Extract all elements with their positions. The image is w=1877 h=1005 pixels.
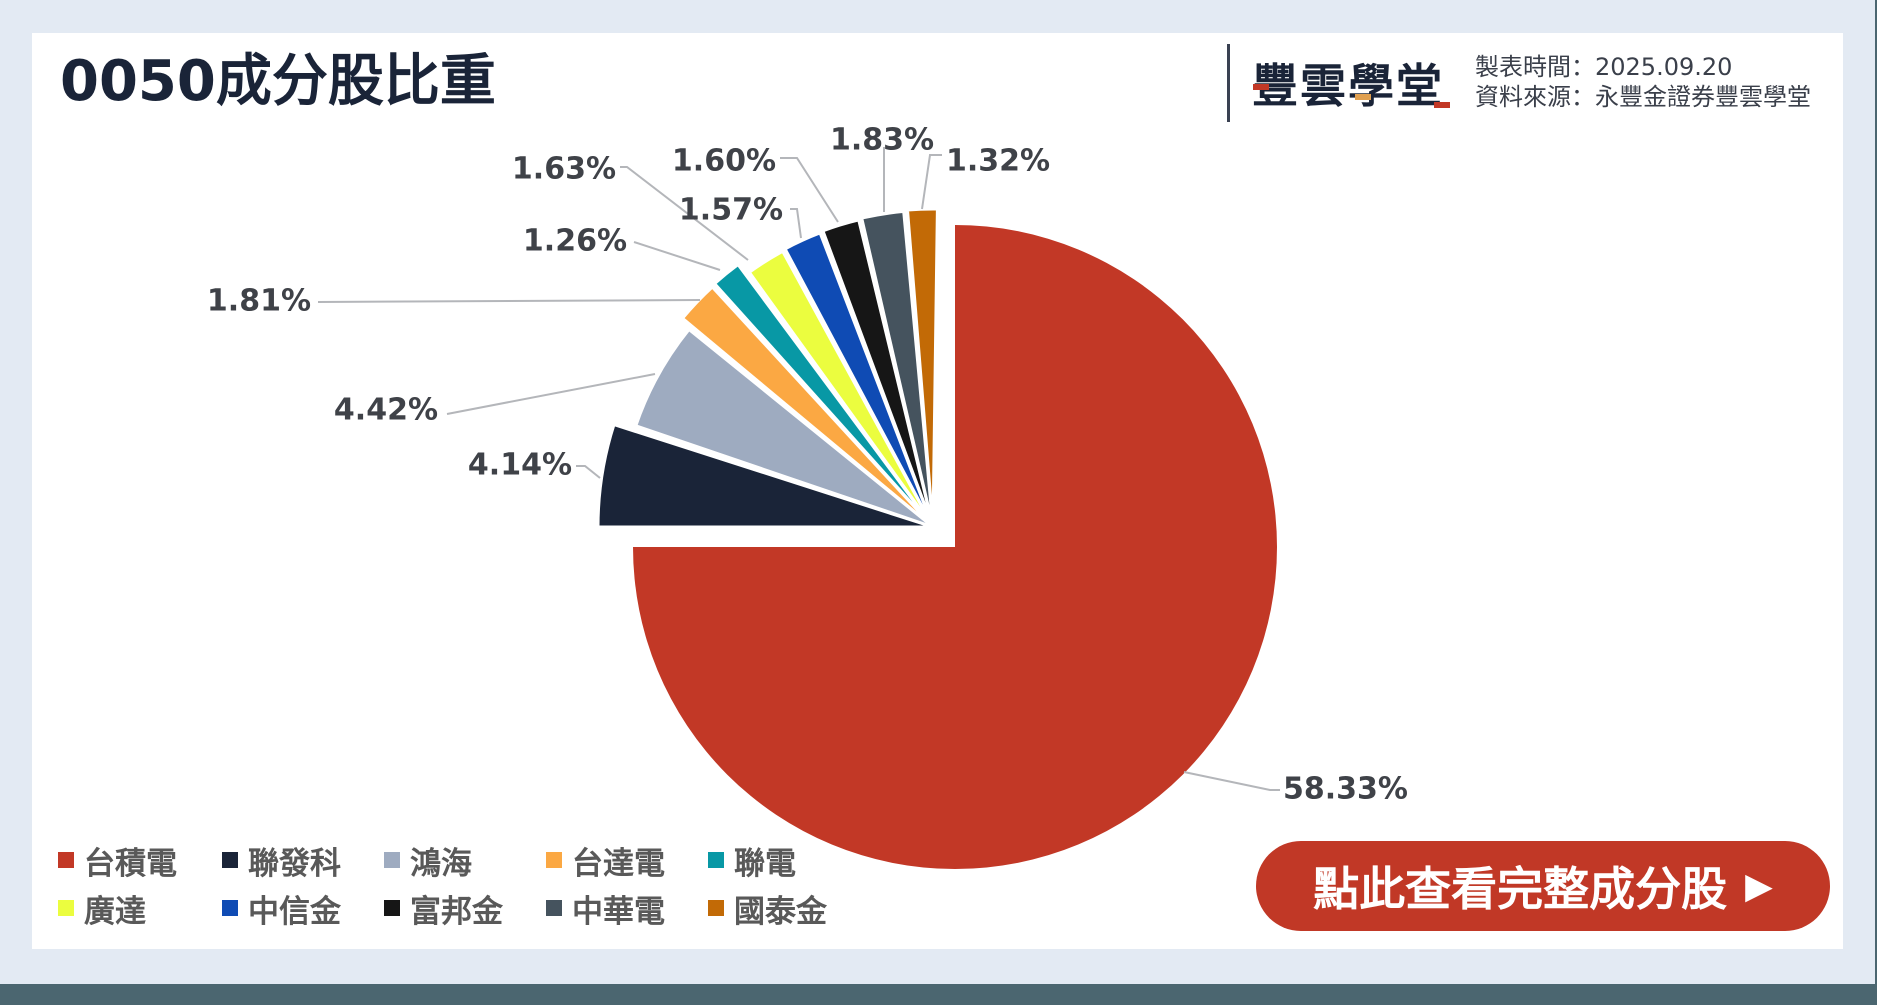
pie-slice (681, 285, 935, 529)
legend-item: 富邦金 (384, 886, 532, 931)
legend-swatch (222, 852, 238, 868)
cta-label: 點此查看完整成分股 (1313, 862, 1728, 916)
logo-accent-red-1 (1253, 84, 1269, 90)
brand-logo: 豐雲學堂 (1252, 59, 1444, 113)
legend-swatch (546, 852, 562, 868)
legend-row: 台積電 聯發科 鴻海 台達電 聯電 (58, 836, 852, 884)
legend-swatch (222, 900, 238, 916)
pie-slice (713, 263, 935, 529)
legend-swatch (384, 852, 400, 868)
window-bottom-bar (0, 984, 1877, 1005)
data-label: 1.57% (679, 193, 783, 228)
legend-item: 中信金 (222, 886, 370, 931)
legend-swatch (708, 900, 724, 916)
source-value: 永豐金證券豐雲學堂 (1595, 83, 1811, 111)
data-label: 1.32% (946, 144, 1050, 179)
leader-line (620, 166, 749, 261)
leader-line (1183, 771, 1280, 791)
legend-label: 台達電 (572, 845, 665, 882)
data-label: 1.83% (830, 123, 934, 158)
leader-line (780, 157, 839, 223)
legend-swatch (58, 852, 74, 868)
legend-label: 聯發科 (248, 845, 341, 882)
header-divider (1227, 44, 1230, 122)
data-label: 4.42% (334, 393, 438, 428)
legend-item: 聯發科 (222, 838, 370, 883)
view-full-holdings-button[interactable]: 點此查看完整成分股 ▶ (1256, 841, 1830, 931)
legend-swatch (384, 900, 400, 916)
source-line: 資料來源：永豐金證券豐雲學堂 (1475, 82, 1811, 112)
legend-label: 中信金 (248, 893, 341, 930)
pie-slice (747, 249, 935, 529)
legend-item: 聯電 (708, 838, 838, 883)
data-label: 58.33% (1283, 772, 1408, 807)
legend-row: 廣達 中信金 富邦金 中華電 國泰金 (58, 884, 852, 932)
legend-item: 中華電 (546, 886, 694, 931)
pie-slice (860, 209, 935, 529)
date-line: 製表時間：2025.09.20 (1475, 52, 1811, 82)
leader-line (921, 154, 942, 210)
play-arrow-icon: ▶ (1745, 865, 1773, 907)
date-label: 製表時間： (1475, 53, 1595, 81)
legend-item: 國泰金 (708, 886, 838, 931)
legend-item: 台達電 (546, 838, 694, 883)
legend-item: 鴻海 (384, 838, 532, 883)
legend-swatch (58, 900, 74, 916)
legend-label: 中華電 (572, 893, 665, 930)
legend-label: 鴻海 (410, 845, 472, 882)
legend-label: 台積電 (84, 845, 177, 882)
data-label: 1.60% (672, 144, 776, 179)
chart-title: 0050成分股比重 (60, 49, 496, 114)
legend-swatch (708, 852, 724, 868)
window-right-border (1875, 0, 1877, 984)
date-value: 2025.09.20 (1595, 53, 1733, 81)
data-label: 1.63% (512, 152, 616, 187)
leader-line (446, 373, 656, 415)
legend-label: 聯電 (734, 845, 796, 882)
pie-slice (906, 207, 939, 529)
pie-slice (633, 225, 1277, 869)
legend-label: 廣達 (84, 893, 146, 930)
leader-line (790, 208, 802, 239)
data-label: 1.81% (207, 284, 311, 319)
source-label: 資料來源： (1475, 83, 1595, 111)
legend-item: 廣達 (58, 886, 208, 931)
data-label: 4.14% (468, 448, 572, 483)
leader-line (576, 465, 601, 479)
legend-swatch (546, 900, 562, 916)
logo-accent-red-2 (1434, 102, 1450, 108)
legend-item: 台積電 (58, 838, 208, 883)
leader-line (317, 299, 701, 303)
legend-label: 國泰金 (734, 893, 827, 930)
chart-legend: 台積電 聯發科 鴻海 台達電 聯電廣達 中信金 富邦金 中華電 國泰金 (58, 836, 852, 932)
logo-accent-orange (1355, 94, 1371, 100)
pie-slice (821, 218, 935, 529)
legend-label: 富邦金 (410, 893, 503, 930)
pie-slice (596, 423, 935, 529)
data-label: 1.26% (523, 224, 627, 259)
pie-slice (783, 231, 935, 529)
leader-line (633, 241, 721, 271)
pie-slice (634, 327, 935, 529)
chart-meta: 製表時間：2025.09.20 資料來源：永豐金證券豐雲學堂 (1475, 52, 1811, 112)
